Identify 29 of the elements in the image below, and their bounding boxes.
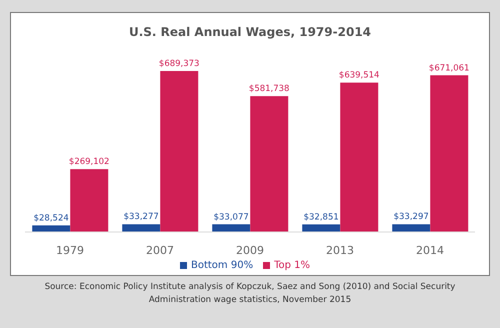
x-tick-label: 1979 <box>56 244 84 257</box>
bar <box>160 71 198 232</box>
bar <box>32 225 70 232</box>
data-label: $32,851 <box>304 212 339 222</box>
bar <box>302 224 340 232</box>
bar <box>392 224 430 232</box>
bar <box>70 169 108 232</box>
x-tick-label: 2009 <box>236 244 264 257</box>
data-label: $33,277 <box>124 212 159 222</box>
data-label: $269,102 <box>68 157 110 168</box>
bar <box>250 96 288 232</box>
source-note: Source: Economic Policy Institute analysis of Kopczuk, Saez and Song (2010) and Social Security Administration wage statistics, November 2015 <box>44 281 456 307</box>
data-label: $581,738 <box>248 84 290 94</box>
bar <box>122 224 160 232</box>
x-tick-label: 2007 <box>146 244 174 257</box>
data-label: $671,061 <box>428 63 470 74</box>
legend-label: Bottom 90% <box>190 260 254 271</box>
data-label: $28,524 <box>34 213 69 224</box>
data-label: $33,077 <box>214 212 249 222</box>
data-label: $33,297 <box>394 212 429 222</box>
bar <box>340 82 378 232</box>
x-tick-label: 2014 <box>416 244 444 257</box>
chart-title: U.S. Real Annual Wages, 1979-2014 <box>128 25 372 39</box>
bar <box>430 75 468 232</box>
data-label: $689,373 <box>158 59 200 69</box>
data-label: $639,514 <box>338 70 380 81</box>
bar <box>212 224 250 232</box>
x-tick-label: 2013 <box>326 244 354 257</box>
legend-label: Top 1% <box>274 260 310 271</box>
